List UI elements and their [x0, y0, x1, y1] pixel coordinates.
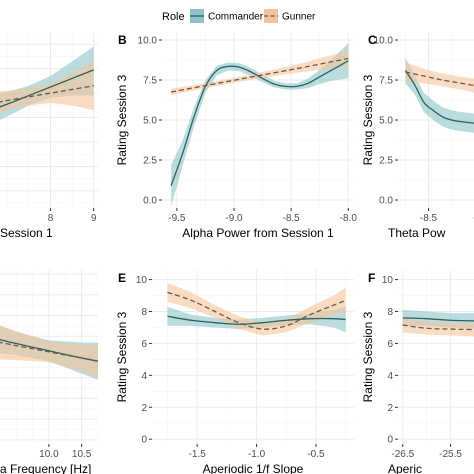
y-tick-label: 10.0 — [374, 36, 394, 47]
x-tick-label: -8.5 — [283, 213, 301, 224]
confidence-band-commander — [167, 306, 346, 333]
confidence-band-gunner — [402, 317, 474, 337]
x-axis-label: Aperic — [388, 462, 422, 474]
y-tick-label: 0 — [141, 435, 147, 446]
legend-label-gunner: Gunner — [282, 12, 316, 23]
series-line-gunner — [402, 324, 474, 331]
x-tick-label: -26.5 — [391, 449, 414, 460]
x-tick-label: -8.5 — [420, 213, 438, 224]
x-axis-label: Theta Pow — [388, 226, 446, 240]
plot-area-a — [0, 32, 98, 208]
series-line-commander — [170, 60, 349, 186]
series-line-gunner — [405, 71, 474, 87]
panels: 8 9 Session 1 -9.5 -9.0 -8.5 -8.0 0.0 2.5 5.0 7.5 1… — [0, 32, 474, 474]
plot-area-f — [398, 270, 474, 444]
legend-key-commander — [190, 9, 204, 23]
x-tick-label: 9 — [91, 213, 97, 224]
x-axis-label: Aperiodic 1/f Slope — [203, 462, 304, 474]
y-tick-label: 5.0 — [379, 116, 393, 127]
y-tick-label: 7.5 — [379, 76, 393, 87]
y-tick-label: 8 — [387, 307, 393, 318]
panel-label: C — [368, 33, 377, 47]
legend-title: Role — [162, 11, 185, 23]
legend-label-commander: Commander — [208, 12, 264, 23]
x-tick-label: 10.0 — [39, 449, 59, 460]
y-axis-label: Rating Session 3 — [361, 74, 375, 165]
x-tick-label: -1.0 — [248, 449, 266, 460]
panel-b: -9.5 -9.0 -8.5 -8.0 0.0 2.5 5.0 7.5 10.0 Alpha Po… — [115, 32, 357, 240]
x-tick-label: 8 — [48, 213, 54, 224]
panel-e: -1.5 -1.0 -0.5 0 2 4 6 8 10 Aperiodic 1/f Slope Ra… — [115, 270, 354, 474]
x-tick-label: 10.5 — [72, 449, 92, 460]
panel-a: 8 9 Session 1 — [0, 32, 98, 240]
y-tick-label: 4 — [141, 371, 147, 382]
series-line-commander — [0, 69, 94, 108]
series-line-commander — [404, 70, 474, 124]
x-axis-label: a Frequency [Hz] — [0, 462, 91, 474]
y-tick-label: 2.5 — [143, 156, 157, 167]
y-tick-label: 10 — [136, 275, 148, 286]
series-line-gunner — [0, 341, 98, 362]
x-axis-label: Session 1 — [0, 226, 53, 240]
confidence-band-gunner — [167, 282, 346, 336]
x-axis-label: Alpha Power from Session 1 — [182, 226, 334, 240]
panel-d: 10.0 10.5 a Frequency [Hz] — [0, 270, 98, 474]
plot-area-e — [152, 270, 354, 444]
confidence-band-gunner — [171, 50, 349, 96]
y-tick-label: 10.0 — [138, 36, 158, 47]
y-tick-label: 5.0 — [143, 116, 157, 127]
y-tick-label: 8 — [141, 307, 147, 318]
y-axis-label: Rating Session 3 — [115, 311, 129, 402]
confidence-band-commander — [405, 57, 474, 133]
plot-background — [398, 270, 474, 444]
y-axis-label: Rating Session 3 — [115, 74, 129, 165]
y-tick-label: 6 — [387, 339, 393, 350]
plot-area-c — [398, 32, 474, 208]
y-tick-label: 0 — [387, 435, 393, 446]
y-tick-label: 7.5 — [143, 76, 157, 87]
confidence-band-gunner — [405, 62, 474, 93]
y-tick-label: 10 — [382, 275, 394, 286]
confidence-band-commander — [171, 43, 349, 207]
x-tick-label: -0.5 — [307, 449, 325, 460]
legend: Role Commander Gunner — [162, 9, 316, 23]
x-tick-label: -9.0 — [225, 213, 243, 224]
y-axis-label: Rating Session 3 — [361, 311, 375, 402]
y-tick-label: 4 — [387, 371, 393, 382]
x-tick-label: -9.5 — [168, 213, 186, 224]
confidence-band-gunner — [0, 61, 94, 113]
panel-label: F — [368, 271, 375, 285]
x-tick-label: -25.5 — [439, 449, 462, 460]
series-line-commander — [167, 315, 346, 325]
plot-area-d — [0, 270, 98, 444]
series-line-gunner — [0, 85, 94, 103]
y-tick-label: 2 — [141, 403, 147, 414]
y-tick-label: 2 — [387, 403, 393, 414]
y-tick-label: 2.5 — [379, 156, 393, 167]
x-tick-label: -8.0 — [340, 213, 358, 224]
y-tick-label: 0.0 — [379, 196, 393, 207]
series-line-gunner — [167, 291, 346, 330]
panel-label: E — [118, 271, 126, 285]
plot-area-b — [162, 32, 354, 208]
legend-key-gunner — [264, 9, 278, 23]
series-line-commander — [402, 317, 474, 322]
x-tick-label: -1.5 — [189, 449, 207, 460]
y-tick-label: 0.0 — [143, 196, 157, 207]
panel-label: B — [118, 33, 127, 47]
y-tick-label: 6 — [141, 339, 147, 350]
panel-f: -26.5 -25.5 0 2 4 6 8 10 Aperic Rating Session 3 F — [361, 270, 474, 474]
